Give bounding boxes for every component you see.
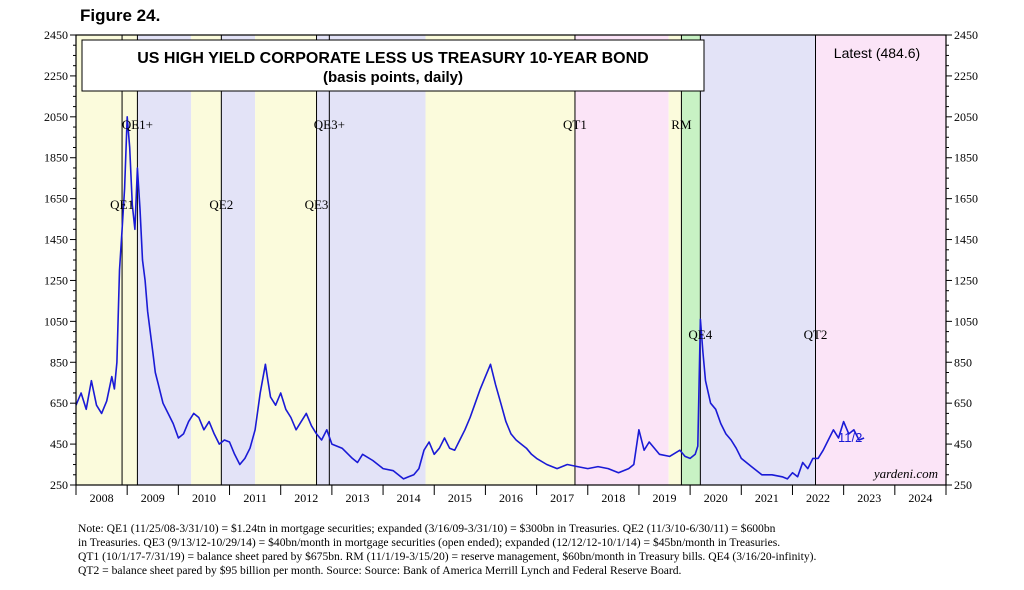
shaded-region <box>329 35 426 485</box>
x-tick-label: 2016 <box>499 491 523 505</box>
x-tick-label: 2010 <box>192 491 216 505</box>
y-tick-label-left: 1450 <box>44 233 68 247</box>
figure-label: Figure 24. <box>80 6 161 25</box>
y-tick-label-left: 1850 <box>44 151 68 165</box>
x-tick-label: 2008 <box>90 491 114 505</box>
y-tick-label-left: 850 <box>50 355 68 369</box>
y-tick-label-left: 2450 <box>44 28 68 42</box>
y-tick-label-right: 1050 <box>954 314 978 328</box>
chart-title: US HIGH YIELD CORPORATE LESS US TREASURY… <box>137 50 648 67</box>
event-label: QE2 <box>209 197 233 212</box>
shaded-region <box>425 35 575 485</box>
event-label: QT1 <box>563 117 587 132</box>
event-labels: QE1 QE1+ QE2 QE3 QE3+ QT1 RM QE4 QT2 <box>110 117 827 342</box>
series-group <box>75 116 865 480</box>
y-tick-label-right: 1250 <box>954 273 978 287</box>
x-tick-label: 2019 <box>653 491 677 505</box>
note-line: QT2 = balance sheet pared by $95 billion… <box>78 564 682 577</box>
y-tick-label-right: 250 <box>954 478 972 492</box>
axes: 250 250 450 450 650 650 850 850 1050 1050 1250 1250… <box>44 28 978 505</box>
y-tick-label-right: 850 <box>954 355 972 369</box>
y-tick-label-left: 650 <box>50 396 68 410</box>
latest-value-label: Latest (484.6) <box>834 45 920 61</box>
x-tick-label: 2011 <box>243 491 267 505</box>
source-watermark: yardeni.com <box>872 466 938 481</box>
shaded-region <box>700 35 816 485</box>
event-label: QE1+ <box>122 117 153 132</box>
x-tick-label: 2009 <box>141 491 165 505</box>
x-tick-label: 2024 <box>908 491 932 505</box>
shaded-region <box>316 35 330 485</box>
y-tick-label-left: 2050 <box>44 110 68 124</box>
x-tick-label: 2020 <box>704 491 728 505</box>
y-tick-label-left: 2250 <box>44 69 68 83</box>
shaded-region <box>668 35 682 485</box>
shaded-region <box>76 35 123 485</box>
y-tick-label-right: 1650 <box>954 192 978 206</box>
x-tick-label: 2013 <box>345 491 369 505</box>
y-tick-label-right: 2250 <box>954 69 978 83</box>
x-tick-label: 2017 <box>550 491 574 505</box>
chart-subtitle: (basis points, daily) <box>323 69 463 86</box>
y-tick-label-left: 250 <box>50 478 68 492</box>
event-label: QE3 <box>305 197 329 212</box>
event-label: QT2 <box>804 327 828 342</box>
title-box: US HIGH YIELD CORPORATE LESS US TREASURY… <box>81 39 705 92</box>
shaded-region <box>221 35 256 485</box>
series-line <box>75 116 865 480</box>
event-label: QE1 <box>110 197 134 212</box>
y-tick-label-right: 2450 <box>954 28 978 42</box>
y-tick-label-left: 1250 <box>44 273 68 287</box>
series-end-label: 11/2 <box>838 430 862 445</box>
x-tick-label: 2021 <box>755 491 779 505</box>
x-tick-label: 2012 <box>294 491 318 505</box>
event-label: RM <box>671 117 692 132</box>
y-tick-label-left: 1050 <box>44 314 68 328</box>
event-label: QE4 <box>688 327 712 342</box>
note-line: Note: QE1 (11/25/08-3/31/10) = $1.24tn i… <box>78 522 776 535</box>
chart-note: Note: QE1 (11/25/08-3/31/10) = $1.24tn i… <box>78 522 1008 578</box>
shaded-region <box>122 35 138 485</box>
x-tick-label: 2015 <box>448 491 472 505</box>
event-lines <box>121 35 816 485</box>
shaded-region <box>191 35 222 485</box>
note-line: QT1 (10/1/17-7/31/19) = balance sheet pa… <box>78 550 817 563</box>
shaded-region <box>574 35 669 485</box>
y-tick-label-left: 450 <box>50 437 68 451</box>
y-tick-label-right: 1850 <box>954 151 978 165</box>
x-tick-label: 2023 <box>857 491 881 505</box>
event-label: QE3+ <box>314 117 345 132</box>
y-tick-label-left: 1650 <box>44 192 68 206</box>
y-tick-label-right: 2050 <box>954 110 978 124</box>
y-tick-label-right: 1450 <box>954 233 978 247</box>
y-tick-label-right: 450 <box>954 437 972 451</box>
x-tick-label: 2018 <box>601 491 625 505</box>
shaded-region <box>815 35 946 485</box>
x-tick-label: 2022 <box>806 491 830 505</box>
x-tick-label: 2014 <box>397 491 421 505</box>
shaded-region <box>137 35 192 485</box>
chart: QE1 QE1+ QE2 QE3 QE3+ QT1 RM QE4 QT2 250 250 450 45… <box>44 28 978 505</box>
shaded-region <box>681 35 701 485</box>
note-line: in Treasuries. QE3 (9/13/12-10/29/14) = … <box>78 536 781 549</box>
y-tick-label-right: 650 <box>954 396 972 410</box>
